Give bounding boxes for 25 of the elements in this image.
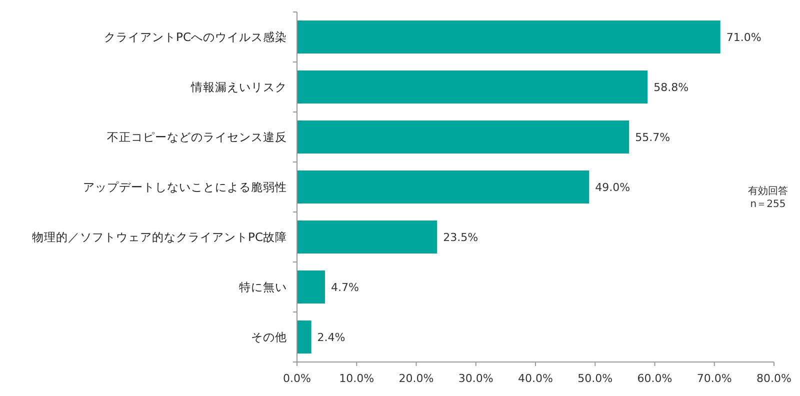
x-tick-label: 20.0% bbox=[398, 372, 434, 385]
y-tick-label: その他 bbox=[251, 330, 287, 344]
y-tick-label: アップデートしないことによる脆弱性 bbox=[83, 180, 287, 194]
data-label: 71.0% bbox=[726, 31, 762, 44]
y-tick-label: 不正コピーなどのライセンス違反 bbox=[107, 130, 287, 144]
data-label: 58.8% bbox=[654, 81, 689, 94]
x-tick-label: 0.0% bbox=[283, 372, 311, 385]
annotation: n＝255 bbox=[750, 199, 786, 210]
y-tick-label: クライアントPCへのウイルス感染 bbox=[104, 30, 287, 44]
x-tick-label: 30.0% bbox=[458, 372, 494, 385]
data-label: 49.0% bbox=[595, 181, 630, 194]
x-tick-label: 10.0% bbox=[339, 372, 374, 385]
x-tick-label: 60.0% bbox=[637, 372, 672, 385]
data-label: 23.5% bbox=[443, 231, 478, 244]
data-label: 4.7% bbox=[331, 281, 359, 294]
y-tick-label: 特に無い bbox=[239, 280, 287, 294]
x-tick-label: 50.0% bbox=[578, 372, 613, 385]
annotation: 有効回答 bbox=[748, 185, 788, 197]
y-tick-label: 物理的／ソフトウェア的なクライアントPC故障 bbox=[32, 230, 287, 244]
x-tick-label: 80.0% bbox=[756, 372, 792, 385]
x-tick-label: 70.0% bbox=[696, 372, 732, 385]
y-tick-label: 情報漏えいリスク bbox=[190, 80, 287, 94]
data-label: 55.7% bbox=[635, 131, 670, 144]
data-label: 2.4% bbox=[317, 331, 346, 344]
x-tick-label: 40.0% bbox=[518, 372, 553, 385]
